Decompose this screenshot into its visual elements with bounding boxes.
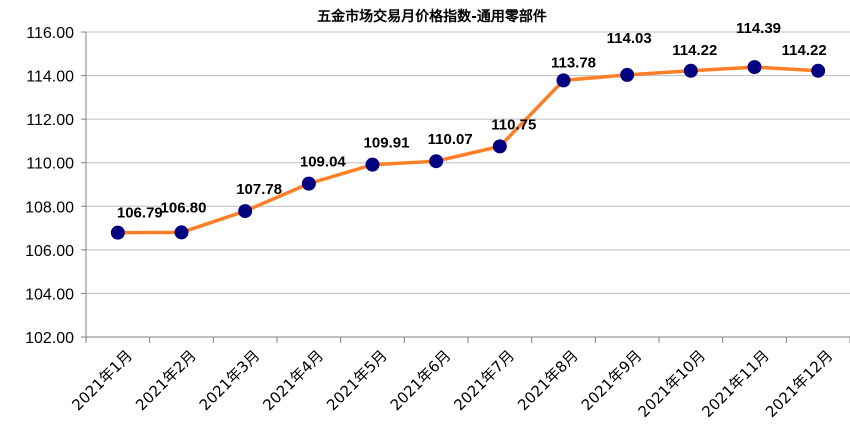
data-point (110, 225, 125, 240)
x-tick-label: 2021年12月 (762, 347, 836, 421)
axes (81, 31, 850, 343)
data-label: 107.78 (236, 181, 282, 198)
data-label: 106.80 (161, 199, 207, 216)
y-tick-label: 104.00 (25, 286, 74, 303)
x-tick-label: 2021年10月 (635, 347, 709, 421)
data-point (556, 73, 571, 88)
series-layer (110, 60, 826, 240)
data-point (174, 225, 189, 240)
data-point (811, 63, 826, 78)
y-tick-label: 108.00 (25, 199, 74, 216)
y-axis-tick-labels: 102.00 104.00 106.00 108.00 110.00 112.00 114.… (25, 25, 74, 347)
data-point (301, 176, 316, 191)
data-point (620, 67, 635, 82)
x-tick-label: 2021年2月 (132, 347, 200, 415)
x-tick-label: 2021年1月 (68, 347, 136, 415)
y-tick-label: 110.00 (26, 156, 74, 173)
data-point (492, 139, 507, 154)
y-tick-label: 114.00 (26, 69, 74, 86)
chart-title: 五金市场交易月价格指数-通用零部件 (317, 8, 547, 25)
data-point (365, 157, 380, 172)
data-point (747, 60, 762, 75)
x-tick-label: 2021年4月 (259, 347, 327, 415)
data-label: 109.91 (364, 135, 410, 152)
data-point (238, 204, 253, 219)
y-tick-label: 112.00 (26, 112, 74, 129)
y-tick-label: 102.00 (25, 330, 74, 347)
x-tick-label: 2021年3月 (196, 347, 264, 415)
x-tick-label: 2021年11月 (698, 347, 772, 421)
y-tick-label: 116.00 (26, 25, 74, 42)
data-label: 114.39 (736, 20, 781, 37)
data-label: 114.22 (672, 42, 717, 59)
data-label: 114.22 (782, 42, 827, 59)
series-line (117, 65, 819, 235)
data-label: 109.04 (300, 154, 347, 171)
x-tick-label: 2021年6月 (387, 347, 455, 415)
data-point (429, 154, 444, 169)
y-tick-label: 106.00 (25, 243, 74, 260)
data-label: 113.78 (551, 54, 596, 71)
data-label: 110.07 (428, 131, 473, 148)
x-tick-label: 2021年8月 (514, 347, 582, 415)
x-tick-label: 2021年9月 (578, 347, 646, 415)
data-label: 110.75 (491, 116, 536, 133)
data-point (683, 63, 698, 78)
data-label: 106.79 (117, 205, 163, 222)
x-tick-label: 2021年7月 (450, 347, 518, 415)
x-tick-label: 2021年5月 (323, 347, 391, 415)
gridlines (86, 31, 850, 294)
data-label: 114.03 (607, 30, 652, 47)
x-axis-tick-labels: 2021年1月2021年2月2021年3月2021年4月2021年5月2021年… (68, 347, 836, 421)
